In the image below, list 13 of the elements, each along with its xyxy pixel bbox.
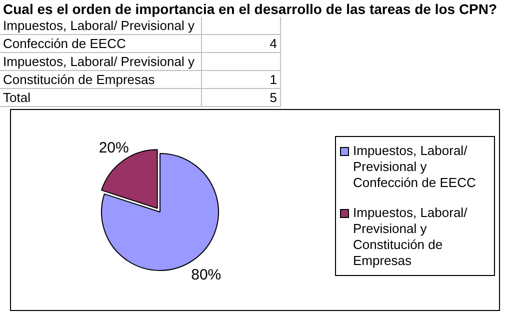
text: Impuestos, Laboral/ Previsional y [0, 52, 202, 70]
text: 5 [202, 88, 280, 106]
data-label: 80% [191, 266, 222, 284]
legend-label: Impuestos, Laboral/ Previsional y Confección de EECC [353, 143, 477, 191]
text: 4 [202, 34, 280, 52]
text: Total [0, 88, 202, 106]
legend-label: Impuestos, Laboral/ Previsional y Constitución de Empresas [353, 205, 468, 269]
data-label: 20% [98, 140, 129, 157]
chart-title: Cual es el orden de importancia en el desarrollo de las tareas de los CPN? [3, 0, 498, 19]
text: Constitución de Empresas [0, 70, 202, 88]
text: 1 [202, 70, 280, 88]
text: Impuestos, Laboral/ Previsional y [0, 17, 202, 34]
text: Confección de EECC [0, 34, 202, 52]
